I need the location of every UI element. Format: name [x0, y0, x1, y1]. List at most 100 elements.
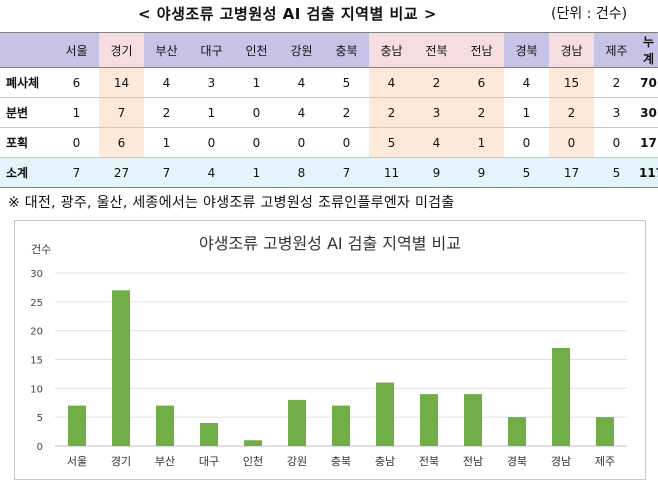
gridlines [55, 272, 627, 447]
column-header: 서울 [54, 32, 99, 68]
table-cell: 7 [324, 157, 369, 188]
bar-chart: 야생조류 고병원성 AI 검출 지역별 비교 건수 0 5 10 15 20 25 30 서울… [30, 234, 627, 468]
table-cell: 17 [639, 127, 658, 158]
table-cell: 0 [189, 127, 234, 158]
x-tick-label: 부산 [155, 455, 175, 468]
table-header-row: 서울 경기 부산 대구 인천 강원 충북 충남 전북 전남 경북 경남 제주 누계 [0, 32, 658, 68]
table-cell: 4 [504, 67, 549, 98]
chart-container: 야생조류 고병원성 AI 검출 지역별 비교 건수 0 5 10 15 20 25 30 서울… [14, 220, 646, 480]
table-cell: 1 [234, 67, 279, 98]
table-cell: 4 [189, 157, 234, 188]
x-tick-label: 전남 [463, 455, 483, 468]
bar [508, 417, 526, 446]
column-header: 누계 [639, 32, 658, 68]
x-tick-label: 제주 [595, 455, 615, 468]
table-cell: 11 [369, 157, 414, 188]
bars [68, 290, 614, 446]
column-header: 전남 [459, 32, 504, 68]
column-header: 충남 [369, 32, 414, 68]
table-cell: 1 [54, 97, 99, 128]
bar [332, 405, 350, 446]
column-header: 경남 [549, 32, 594, 68]
table-cell: 5 [504, 157, 549, 188]
bar [68, 405, 86, 446]
bar [464, 394, 482, 446]
y-tick-label: 10 [30, 384, 43, 395]
y-tick-label: 30 [30, 269, 43, 280]
x-tick-label: 전북 [419, 455, 439, 468]
column-header: 전북 [414, 32, 459, 68]
table-cell: 17 [549, 157, 594, 188]
table-cell: 3 [414, 97, 459, 128]
table-cell: 6 [54, 67, 99, 98]
table-cell: 2 [594, 67, 639, 98]
table-cell: 2 [414, 67, 459, 98]
y-tick-label: 15 [30, 356, 43, 367]
table-row: 폐사체 6 14 4 3 1 4 5 4 2 6 4 15 2 70 [0, 67, 658, 98]
column-header: 대구 [189, 32, 234, 68]
table-cell: 0 [504, 127, 549, 158]
table-cell: 0 [324, 127, 369, 158]
column-header: 강원 [279, 32, 324, 68]
table-cell: 1 [189, 97, 234, 128]
table-cell: 7 [144, 157, 189, 188]
table-cell: 0 [594, 127, 639, 158]
table-cell: 3 [189, 67, 234, 98]
table-cell: 9 [414, 157, 459, 188]
bar [552, 347, 570, 446]
table-cell: 7 [54, 157, 99, 188]
bar [420, 394, 438, 446]
table-cell: 0 [54, 127, 99, 158]
table-row: 분변 1 7 2 1 0 4 2 2 3 2 1 2 3 30 [0, 97, 658, 128]
table-body: 폐사체 6 14 4 3 1 4 5 4 2 6 4 15 2 70 분변 1 7 2 1 0 4 2 2 3 2 1 2 3 30 포획 0… [0, 67, 658, 188]
y-tick-label: 5 [37, 413, 43, 424]
y-axis-label: 건수 [31, 243, 51, 256]
table-cell: 9 [459, 157, 504, 188]
table-cell: 8 [279, 157, 324, 188]
row-label: 포획 [0, 127, 54, 158]
table-cell: 3 [594, 97, 639, 128]
bar [200, 422, 218, 446]
bar [376, 382, 394, 446]
table-cell: 1 [504, 97, 549, 128]
row-label: 분변 [0, 97, 54, 128]
table-cell: 2 [324, 97, 369, 128]
table-cell: 6 [459, 67, 504, 98]
unit-label: (단위 : 건수) [551, 6, 628, 22]
x-tick-label: 서울 [67, 455, 87, 468]
y-tick-label: 0 [37, 442, 43, 453]
column-header: 경북 [504, 32, 549, 68]
table-cell: 4 [369, 67, 414, 98]
table-cell: 27 [99, 157, 144, 188]
page-header: < 야생조류 고병원성 AI 검출 지역별 비교 > (단위 : 건수) [0, 0, 658, 26]
table-cell: 0 [234, 127, 279, 158]
y-tick-label: 25 [30, 298, 43, 309]
column-header: 제주 [594, 32, 639, 68]
table-cell: 0 [234, 97, 279, 128]
table-cell: 6 [99, 127, 144, 158]
table-cell: 7 [99, 97, 144, 128]
bar [244, 440, 262, 446]
x-tick-label: 경남 [551, 455, 571, 468]
table-cell: 5 [369, 127, 414, 158]
bar [288, 399, 306, 446]
table-cell: 15 [549, 67, 594, 98]
table-cell: 5 [594, 157, 639, 188]
chart-title: 야생조류 고병원성 AI 검출 지역별 비교 [199, 234, 461, 253]
x-tick-label: 경북 [507, 455, 527, 468]
summary-table: 서울 경기 부산 대구 인천 강원 충북 충남 전북 전남 경북 경남 제주 누계 폐사체 6 14 4 3 1 4 5… [0, 32, 658, 188]
x-tick-label: 충북 [331, 455, 351, 468]
column-header: 부산 [144, 32, 189, 68]
table-cell: 1 [234, 157, 279, 188]
table-corner-cell [0, 32, 54, 68]
x-tick-label: 강원 [287, 455, 307, 468]
table-cell: 70 [639, 67, 658, 98]
column-header: 충북 [324, 32, 369, 68]
row-label: 소계 [0, 157, 54, 188]
table-cell: 1 [144, 127, 189, 158]
table-cell: 30 [639, 97, 658, 128]
x-tick-label: 인천 [243, 454, 263, 468]
column-header: 경기 [99, 32, 144, 68]
table-cell: 117 [639, 157, 658, 188]
table-cell: 2 [549, 97, 594, 128]
